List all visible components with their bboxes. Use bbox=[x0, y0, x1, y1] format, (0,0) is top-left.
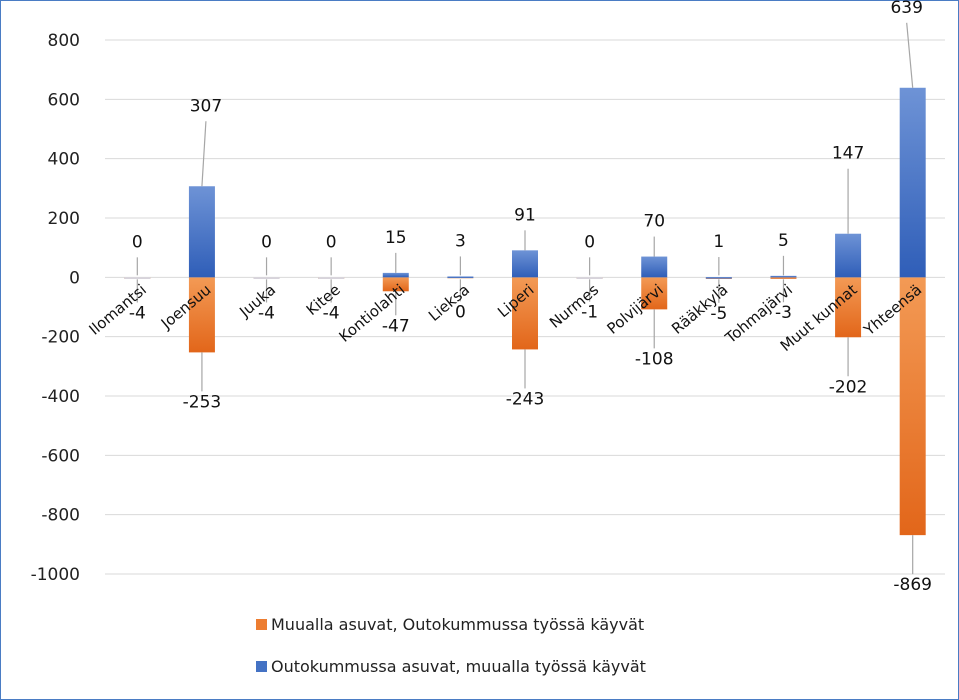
data-label-positive: 1 bbox=[713, 232, 724, 252]
data-label-negative: -869 bbox=[893, 575, 932, 595]
bar-outokumpu-residents bbox=[576, 277, 603, 279]
legend-swatch-blue bbox=[256, 661, 267, 672]
data-label-positive: 0 bbox=[132, 232, 143, 252]
y-tick-label: -800 bbox=[41, 506, 80, 526]
data-label-negative: -202 bbox=[829, 377, 868, 397]
y-tick-label: -200 bbox=[41, 328, 80, 348]
bar-outokumpu-residents bbox=[641, 256, 668, 278]
bar-outokumpu-residents bbox=[512, 250, 538, 278]
bar-outside-residents bbox=[641, 277, 668, 310]
bar-outokumpu-residents bbox=[899, 87, 926, 278]
bar-outokumpu-residents bbox=[253, 277, 280, 279]
data-label-positive: 307 bbox=[190, 96, 222, 116]
bar-outokumpu-residents bbox=[770, 275, 797, 278]
y-tick-label: 400 bbox=[48, 150, 80, 170]
legend-item-orange: Muualla asuvat, Outokummussa työssä käyv… bbox=[256, 615, 644, 634]
data-label-negative: -3 bbox=[775, 303, 792, 323]
bar-outokumpu-residents bbox=[447, 276, 474, 278]
data-label-negative: -47 bbox=[382, 316, 410, 336]
data-label-negative: -4 bbox=[323, 304, 340, 324]
data-label-positive: 5 bbox=[778, 231, 789, 251]
y-tick-label: 200 bbox=[48, 209, 80, 229]
data-label-negative: 0 bbox=[455, 302, 466, 322]
bar-outside-residents bbox=[447, 277, 474, 279]
bar-outokumpu-residents bbox=[382, 272, 409, 278]
bar-outside-residents bbox=[188, 277, 215, 353]
y-tick-label: 600 bbox=[48, 90, 80, 110]
data-label-negative: -4 bbox=[258, 304, 275, 324]
bar-outside-residents bbox=[512, 277, 538, 350]
bar-outside-residents bbox=[770, 277, 797, 279]
data-label-positive: 639 bbox=[890, 0, 922, 18]
legend-label-blue: Outokummussa asuvat, muualla työssä käyv… bbox=[271, 657, 646, 676]
bar-outside-residents bbox=[899, 277, 926, 536]
data-label-positive: 147 bbox=[832, 144, 864, 164]
y-tick-label: -1000 bbox=[31, 565, 80, 585]
y-tick-label: 800 bbox=[48, 31, 80, 51]
legend-swatch-orange bbox=[256, 619, 267, 630]
data-label-negative: -108 bbox=[635, 349, 674, 369]
data-label-positive: 70 bbox=[643, 212, 665, 232]
data-label-negative: -5 bbox=[710, 304, 727, 324]
leader-line bbox=[201, 121, 207, 187]
y-tick-label: -600 bbox=[41, 446, 80, 466]
data-label-positive: 0 bbox=[261, 232, 272, 252]
data-label-negative: -1 bbox=[581, 303, 598, 323]
bar-outokumpu-residents bbox=[705, 277, 732, 279]
y-tick-label: -400 bbox=[41, 387, 80, 407]
bar-outokumpu-residents bbox=[124, 277, 151, 279]
data-label-negative: -253 bbox=[183, 392, 222, 412]
data-label-positive: 0 bbox=[584, 232, 595, 252]
data-label-positive: 0 bbox=[326, 232, 337, 252]
legend-label-orange: Muualla asuvat, Outokummussa työssä käyv… bbox=[271, 615, 645, 634]
bar-outside-residents bbox=[835, 277, 862, 338]
data-label-negative: -243 bbox=[506, 389, 545, 409]
bar-outokumpu-residents bbox=[318, 277, 345, 279]
data-label-negative: -4 bbox=[129, 304, 146, 324]
y-tick-label: 0 bbox=[69, 268, 80, 288]
leader-line bbox=[906, 22, 914, 88]
bar-outside-residents bbox=[382, 277, 409, 292]
legend-item-blue: Outokummussa asuvat, muualla työssä käyv… bbox=[256, 657, 646, 676]
data-label-positive: 15 bbox=[385, 228, 407, 248]
bar-outokumpu-residents bbox=[835, 233, 862, 278]
data-label-positive: 91 bbox=[514, 205, 536, 225]
data-label-positive: 3 bbox=[455, 231, 466, 251]
bar-outokumpu-residents bbox=[188, 186, 215, 278]
